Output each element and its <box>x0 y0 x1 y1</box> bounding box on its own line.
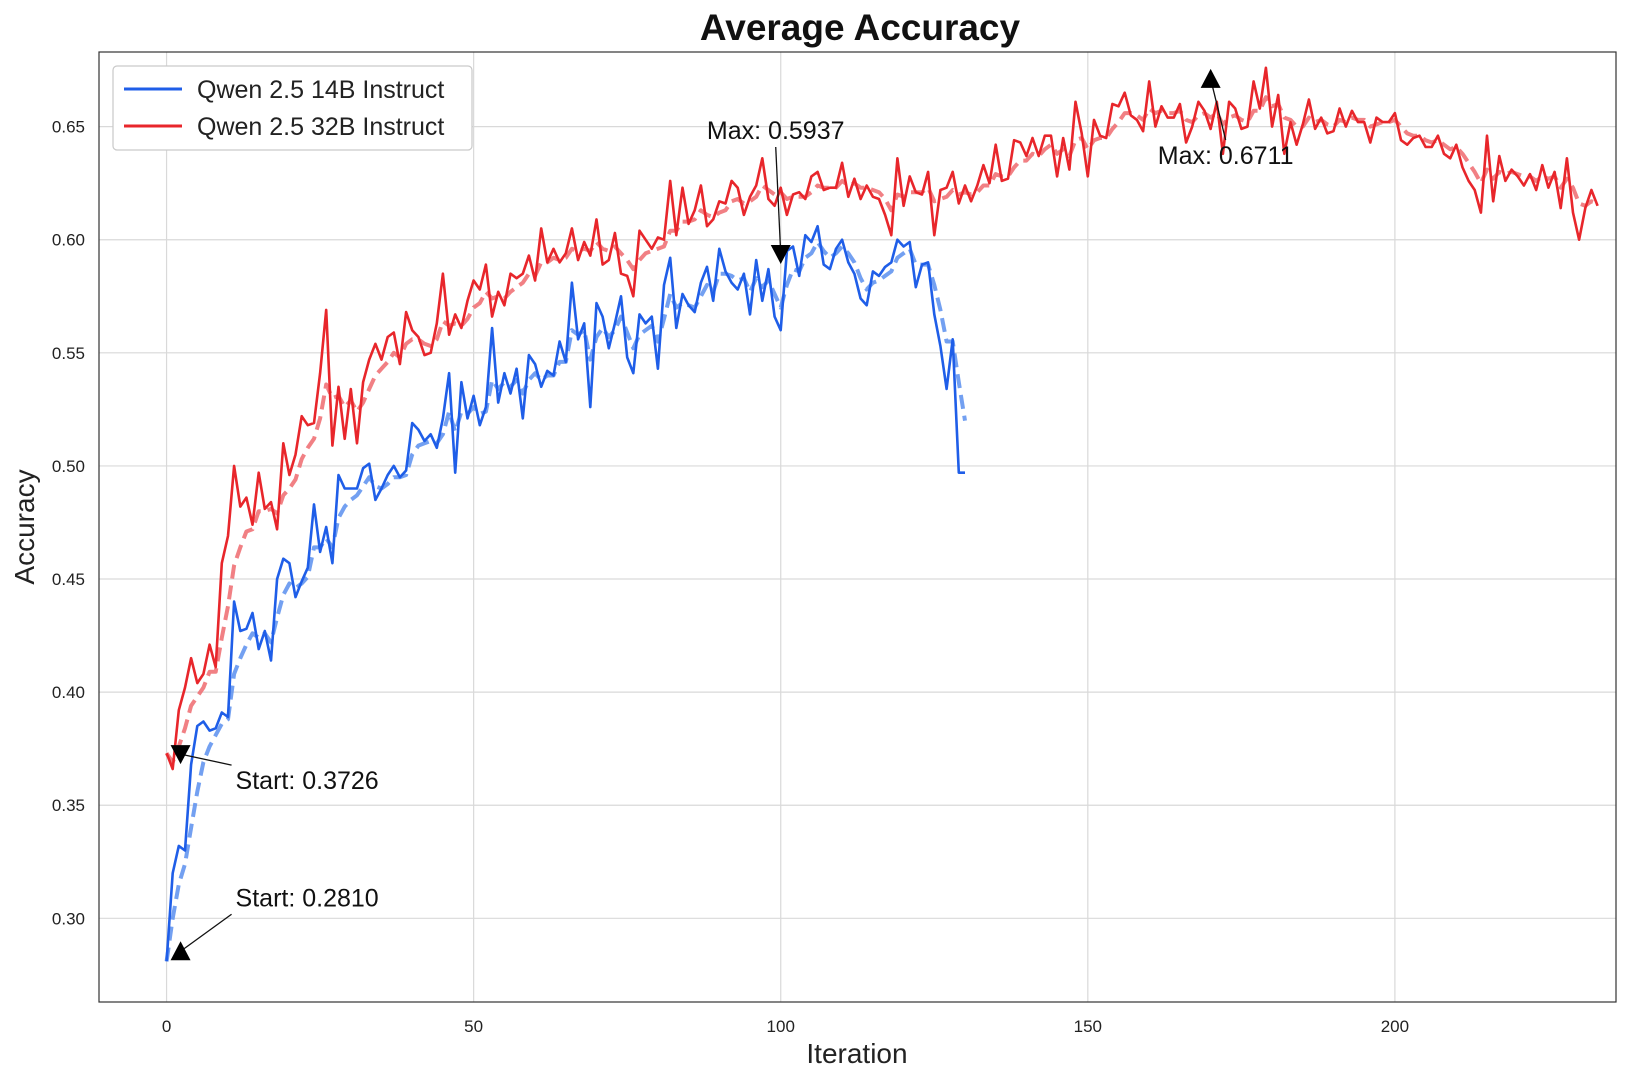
annotation-arrow-line <box>180 753 232 766</box>
chart-title: Average Accuracy <box>700 7 1021 48</box>
x-tick-label: 200 <box>1381 1017 1409 1036</box>
x-axis-label: Iteration <box>806 1038 907 1069</box>
annotation-arrow-line <box>180 913 232 952</box>
y-tick-label: 0.60 <box>52 231 85 250</box>
annotation-label: Start: 0.2810 <box>236 884 379 912</box>
series-smoothed-32b <box>164 95 1599 765</box>
tick-labels: 0 50 100 150 200 0.30 0.35 0.40 0.45 0.50 0.55 0.60… <box>52 118 1409 1036</box>
annotations: Start: 0.2810 Start: 0.3726 Max: 0.5937 Max… <box>170 68 1294 961</box>
annotation-arrowhead <box>170 745 191 765</box>
annotation-arrowhead <box>1200 68 1221 88</box>
y-tick-label: 0.55 <box>52 344 85 363</box>
annotation-label: Max: 0.6711 <box>1158 142 1294 170</box>
annotation-arrow-line <box>775 146 782 255</box>
plot-frame <box>98 51 1617 1003</box>
legend-box <box>112 65 473 151</box>
x-tick-label: 0 <box>162 1017 171 1036</box>
x-tick-label: 50 <box>464 1017 483 1036</box>
annotation-label: Max: 0.5937 <box>707 117 845 145</box>
y-axis-label: Accuracy <box>9 469 40 584</box>
annotation-arrowhead <box>770 244 791 264</box>
grid-layer <box>99 52 1616 1002</box>
annotation-arrowhead <box>170 941 191 961</box>
y-tick-label: 0.30 <box>52 909 85 928</box>
series-layer <box>164 66 1599 962</box>
x-tick-label: 150 <box>1074 1017 1102 1036</box>
y-tick-label: 0.50 <box>52 457 85 476</box>
y-tick-label: 0.35 <box>52 796 85 815</box>
x-tick-label: 100 <box>767 1017 795 1036</box>
y-tick-label: 0.40 <box>52 683 85 702</box>
legend-label-32b: Qwen 2.5 32B Instruct <box>197 113 444 141</box>
y-tick-label: 0.65 <box>52 118 85 137</box>
series-line-32b <box>165 66 1599 771</box>
annotation-label: Start: 0.3726 <box>236 767 379 795</box>
y-tick-label: 0.45 <box>52 570 85 589</box>
legend: Qwen 2.5 14B Instruct Qwen 2.5 32B Instr… <box>112 65 473 151</box>
series-line-14b <box>165 224 965 962</box>
legend-label-14b: Qwen 2.5 14B Instruct <box>197 76 444 104</box>
annotation-arrow-line <box>1210 78 1227 141</box>
